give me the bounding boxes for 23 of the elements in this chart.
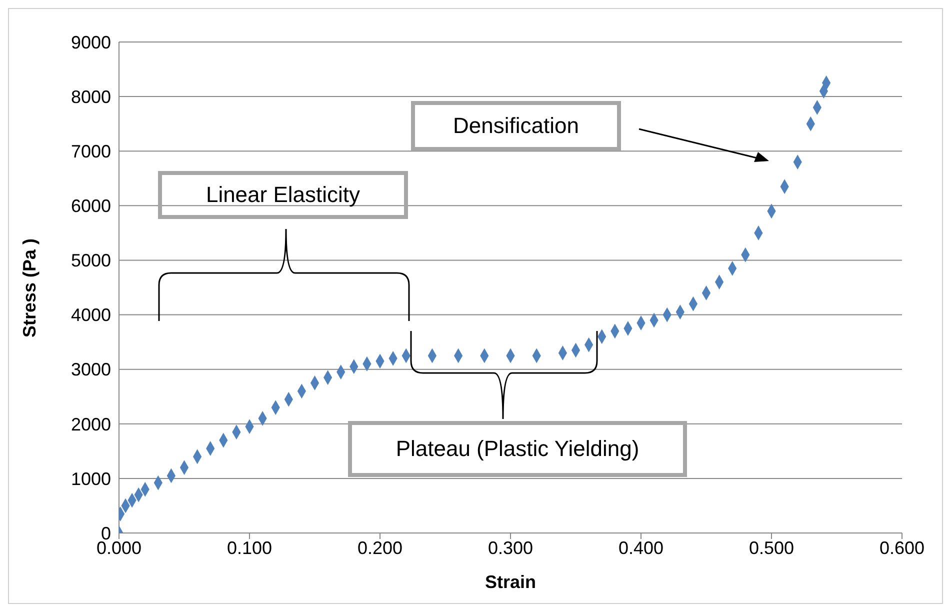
x-tick-label: 0.300 (488, 538, 534, 558)
y-tick-label: 8000 (70, 86, 111, 107)
annotation: Densification (453, 113, 579, 139)
text-frame: Plateau (Plastic Yielding) (348, 421, 687, 477)
x-tick-label: 0.600 (879, 538, 925, 558)
x-tick-label: 0.200 (357, 538, 403, 558)
text-frame: Linear Elasticity (158, 171, 408, 219)
x-tick-label: 0.100 (226, 538, 272, 558)
annotation: Plateau (Plastic Yielding) (396, 436, 640, 462)
y-tick-label: 4000 (70, 305, 111, 326)
y-tick-label: 7000 (70, 142, 111, 162)
y-tick-label: 1000 (70, 468, 111, 489)
y-tick-label: 2000 (70, 414, 111, 434)
y-axis-title: Stress (Pa ) (19, 238, 40, 338)
y-tick-label: 5000 (70, 250, 111, 271)
x-axis-title: Strain (484, 572, 536, 592)
y-tick-label: 9000 (70, 32, 111, 52)
annotation: Linear Elasticity (206, 182, 360, 208)
x-tick-label: 0.500 (748, 538, 794, 558)
x-tick-label: 0.400 (618, 538, 664, 558)
y-tick-label: 6000 (70, 196, 111, 216)
y-tick-label: 3000 (70, 360, 111, 380)
text-frame: Densification (411, 101, 621, 151)
